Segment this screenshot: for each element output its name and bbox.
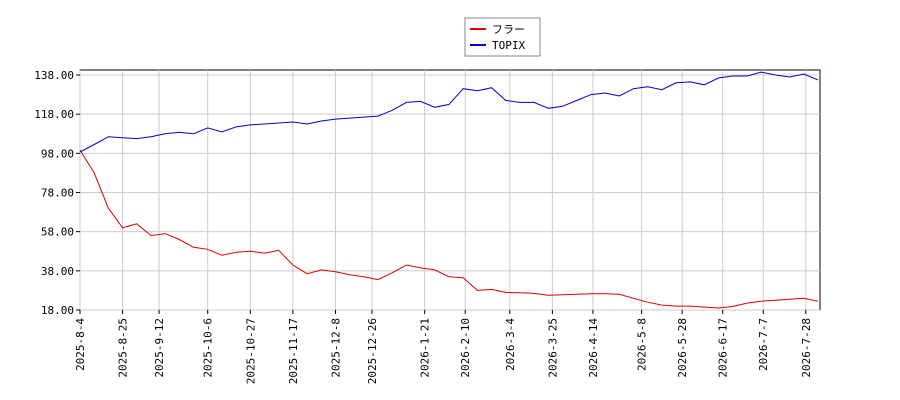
- x-tick-label: 2025-9-12: [153, 318, 166, 378]
- line-series: [79, 149, 819, 309]
- y-tick-label: 38.00: [41, 265, 74, 278]
- x-tick-label: 2026-5-8: [636, 318, 649, 371]
- y-tick-label: 138.00: [34, 69, 74, 82]
- line-series: [79, 71, 819, 153]
- x-tick-label: 2026-5-28: [676, 318, 689, 378]
- y-tick-label: 18.00: [41, 304, 74, 317]
- y-tick-label: 58.00: [41, 226, 74, 239]
- x-tick-label: 2026-1-21: [419, 318, 432, 378]
- x-tick-label: 2026-2-10: [459, 318, 472, 378]
- legend: フラー TOPIX: [464, 17, 541, 57]
- x-tick-label: 2025-10-27: [244, 318, 257, 384]
- x-tick-label: 2025-12-8: [329, 318, 342, 378]
- x-tick-label: 2026-4-14: [587, 318, 600, 378]
- y-tick-label: 118.00: [34, 108, 74, 121]
- x-tick-label: 2025-8-4: [74, 318, 87, 371]
- grid: [79, 70, 820, 311]
- legend-box: [464, 17, 541, 57]
- x-tick-label: 2026-7-7: [757, 318, 770, 371]
- x-tick-label: 2025-8-25: [117, 318, 130, 378]
- x-tick-label: 2026-3-4: [504, 318, 517, 371]
- x-tick-label: 2026-6-17: [717, 318, 730, 378]
- y-tick-label: 98.00: [41, 147, 74, 160]
- x-tick-label: 2025-12-26: [366, 318, 379, 384]
- x-tick-label: 2025-11-17: [287, 318, 300, 384]
- x-tick-label: 2026-7-28: [800, 318, 813, 378]
- y-tick-label: 78.00: [41, 187, 74, 200]
- legend-label: TOPIX: [492, 39, 525, 52]
- plot-frame: [79, 69, 821, 311]
- x-tick-label: 2025-10-6: [202, 318, 215, 378]
- legend-label: フラー: [492, 23, 525, 36]
- x-tick-label: 2026-3-25: [546, 318, 559, 378]
